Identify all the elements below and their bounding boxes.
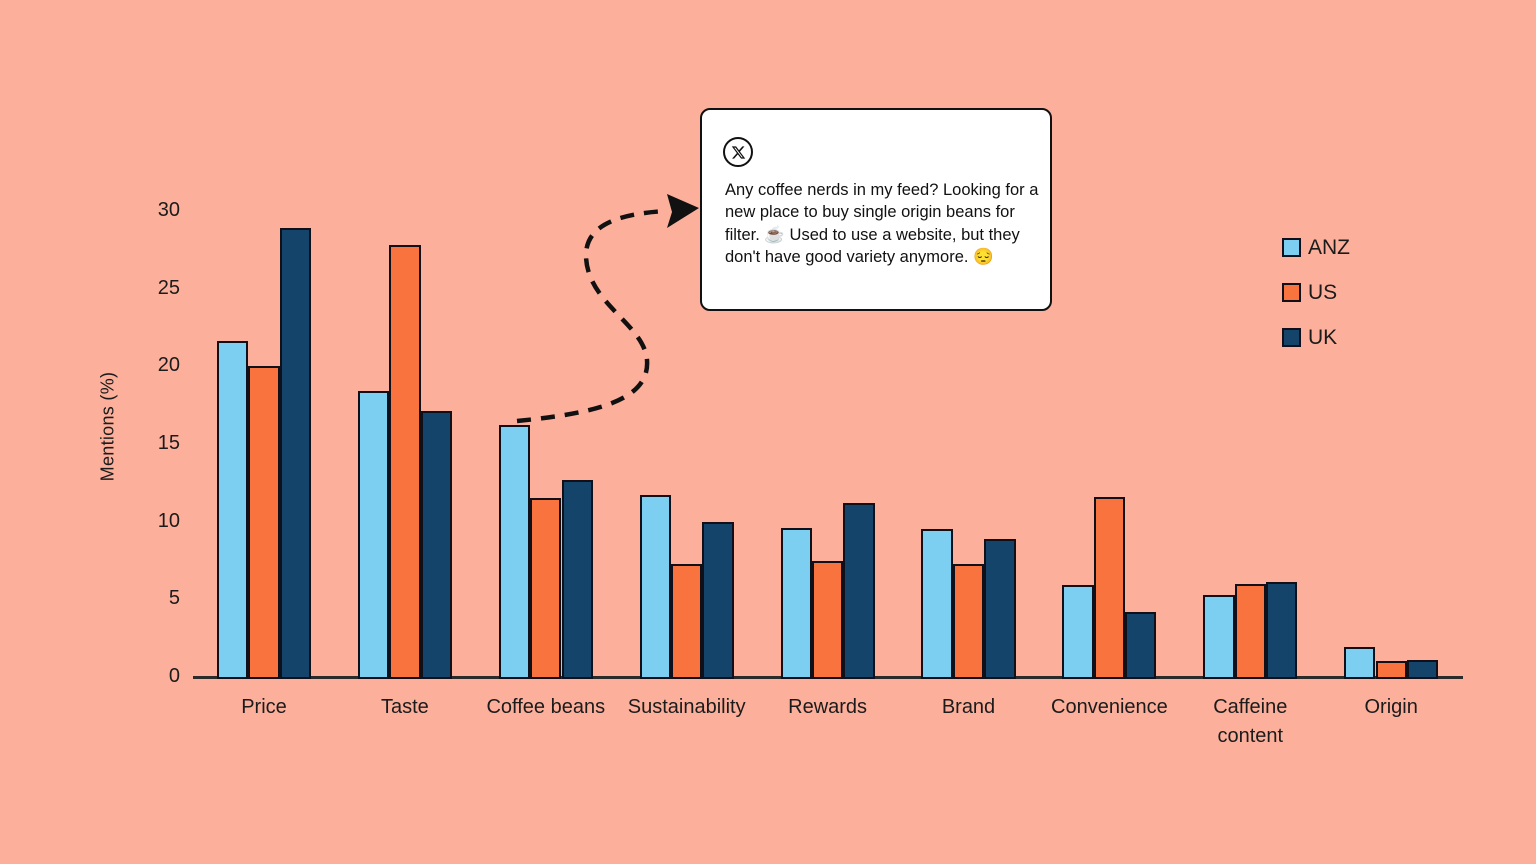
y-tick-label: 30 xyxy=(157,199,180,221)
bar-us xyxy=(952,563,985,679)
bar-uk xyxy=(1406,659,1439,679)
legend-swatch-icon xyxy=(1282,238,1301,257)
bar-us xyxy=(248,366,280,679)
bar-anz xyxy=(498,425,531,679)
bar-anz xyxy=(1062,585,1094,679)
legend-label: ANZ xyxy=(1308,235,1350,259)
bar-uk xyxy=(279,228,312,679)
legend-item: US xyxy=(1282,281,1350,304)
bar-uk xyxy=(561,479,593,679)
tweet-text: Any coffee nerds in my feed? Looking for… xyxy=(725,181,1039,267)
legend-item: UK xyxy=(1282,326,1350,349)
x-category-label: Rewards xyxy=(788,696,868,718)
y-axis-title: Mentions (%) xyxy=(97,371,118,482)
x-category-label: Origin xyxy=(1364,696,1418,718)
legend-item: ANZ xyxy=(1282,236,1350,259)
y-tick-label: 25 xyxy=(157,276,180,299)
legend-label: US xyxy=(1308,280,1338,304)
legend-label: UK xyxy=(1308,325,1338,349)
bar-us xyxy=(1234,583,1266,679)
bar-uk xyxy=(1125,611,1157,679)
y-tick-label: 10 xyxy=(157,509,180,532)
x-category-label: Coffee beans xyxy=(486,696,606,718)
x-category-label: Price xyxy=(241,696,287,718)
x-category-label: Caffeine content xyxy=(1213,696,1288,747)
bar-anz xyxy=(357,391,390,679)
bar-anz xyxy=(1203,594,1235,679)
bar-us xyxy=(530,498,562,679)
bar-anz xyxy=(921,529,953,679)
bar-us xyxy=(389,245,421,679)
x-category-label: Sustainability xyxy=(627,696,746,718)
bar-anz xyxy=(780,527,812,679)
x-category-label: Taste xyxy=(380,696,429,718)
legend: ANZ US UK xyxy=(1282,236,1350,371)
bar-us xyxy=(671,563,703,679)
bar-uk xyxy=(702,521,734,679)
x-logo-icon xyxy=(723,137,753,167)
legend-swatch-icon xyxy=(1282,283,1301,302)
bar-anz xyxy=(1344,647,1376,679)
bar-us xyxy=(1375,661,1407,679)
bar-uk xyxy=(420,411,452,679)
bar-uk xyxy=(1266,582,1298,679)
bar-us xyxy=(1093,496,1126,679)
x-category-label: Brand xyxy=(941,696,996,718)
y-tick-label: 5 xyxy=(168,587,180,610)
x-category-label: Convenience xyxy=(1051,696,1168,718)
arrowhead-icon xyxy=(667,194,699,228)
y-tick-label: 0 xyxy=(168,665,180,687)
bar-anz xyxy=(639,495,671,679)
bar-us xyxy=(811,560,844,679)
y-tick-label: 20 xyxy=(157,354,180,377)
tweet-callout: Any coffee nerds in my feed? Looking for… xyxy=(700,108,1052,311)
bar-uk xyxy=(843,503,875,679)
legend-swatch-icon xyxy=(1282,328,1301,347)
y-tick-label: 15 xyxy=(157,432,180,454)
bar-anz xyxy=(216,341,249,679)
bar-uk xyxy=(984,538,1016,679)
